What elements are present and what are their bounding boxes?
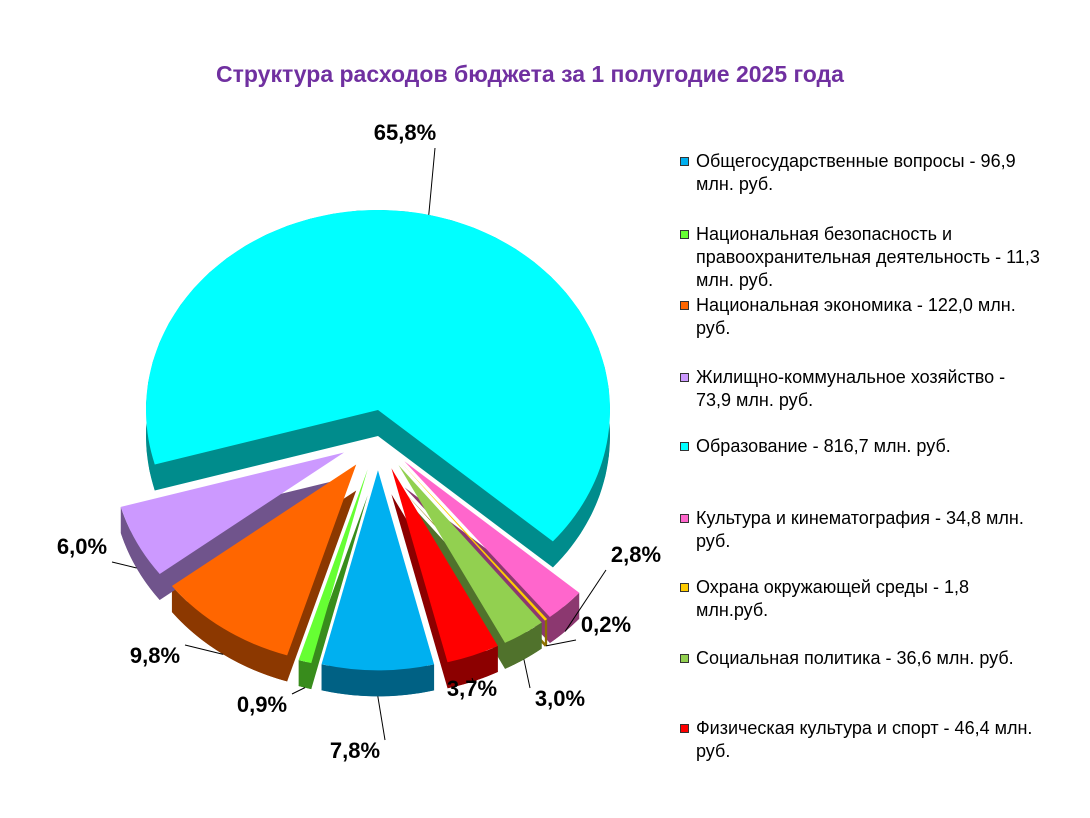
data-label: 0,9% (237, 692, 287, 717)
leader-line (291, 687, 306, 695)
legend-item: Образование - 816,7 млн. руб. (680, 435, 1040, 458)
legend-item: Общегосударственные вопросы - 96,9 млн. … (680, 150, 1040, 196)
legend-item: Охрана окружающей среды - 1,8 млн.руб. (680, 576, 1040, 622)
slice (146, 209, 611, 542)
slice-side (146, 210, 610, 568)
leader-line (111, 561, 137, 569)
slice-side (544, 619, 548, 647)
leader-line (184, 644, 224, 655)
data-label: 9,8% (130, 643, 180, 668)
legend-label: Национальная безопасность и правоохранит… (696, 224, 1040, 290)
legend-marker (680, 301, 689, 310)
legend-marker (680, 230, 689, 239)
data-label: 3,0% (535, 686, 585, 711)
leader-line (377, 696, 386, 741)
legend-item: Национальная безопасность и правоохранит… (680, 223, 1040, 292)
legend-label: Культура и кинематография - 34,8 млн. ру… (696, 508, 1024, 551)
chart-title: Структура расходов бюджета за 1 полугоди… (216, 61, 844, 87)
slice (298, 469, 368, 664)
leader-line (471, 677, 474, 682)
legend-item: Национальная экономика - 122,0 млн. руб. (680, 294, 1040, 340)
slice (401, 463, 548, 621)
legend-marker (680, 442, 689, 451)
legend-marker (680, 654, 689, 663)
legend-item: Социальная политика - 36,6 млн. руб. (680, 647, 1040, 670)
legend-marker (680, 583, 689, 592)
legend-label: Общегосударственные вопросы - 96,9 млн. … (696, 151, 1016, 194)
legend-label: Охрана окружающей среды - 1,8 млн.руб. (696, 577, 969, 620)
legend-label: Физическая культура и спорт - 46,4 млн. … (696, 718, 1033, 761)
legend-label: Образование - 816,7 млн. руб. (696, 436, 951, 456)
data-label: 65,8% (374, 120, 436, 145)
slice (398, 465, 542, 643)
legend-item: Физическая культура и спорт - 46,4 млн. … (680, 717, 1040, 763)
slice-side (447, 645, 498, 689)
data-label: 7,8% (330, 738, 380, 763)
slice (120, 452, 345, 574)
slice-side (505, 622, 542, 669)
leader-line (545, 639, 577, 647)
data-label: 0,2% (581, 612, 631, 637)
slice-bottom (120, 478, 345, 600)
legend-label: Национальная экономика - 122,0 млн. руб. (696, 295, 1016, 338)
slice-side (120, 506, 160, 600)
legend-marker (680, 724, 689, 733)
data-label: 6,0% (57, 534, 107, 559)
legend-marker (680, 157, 689, 166)
legend-marker (680, 514, 689, 523)
legend-marker (680, 373, 689, 382)
slice (391, 468, 498, 663)
legend-label: Жилищно-коммунальное хозяйство - 73,9 мл… (696, 367, 1006, 410)
slice-side (171, 585, 288, 682)
slice-side (298, 660, 312, 690)
leader-line (428, 147, 436, 215)
slice (171, 464, 357, 656)
legend-item: Жилищно-коммунальное хозяйство - 73,9 мл… (680, 366, 1040, 412)
legend-label: Социальная политика - 36,6 млн. руб. (696, 648, 1014, 668)
slice (404, 461, 580, 618)
slice (321, 470, 435, 671)
leader-line (564, 569, 607, 632)
legend-item: Культура и кинематография - 34,8 млн. ру… (680, 507, 1040, 553)
data-label: 2,8% (611, 542, 661, 567)
data-label: 3,7% (447, 676, 497, 701)
slice-side (321, 664, 435, 697)
leader-line (523, 659, 531, 689)
slice-side (549, 592, 580, 644)
